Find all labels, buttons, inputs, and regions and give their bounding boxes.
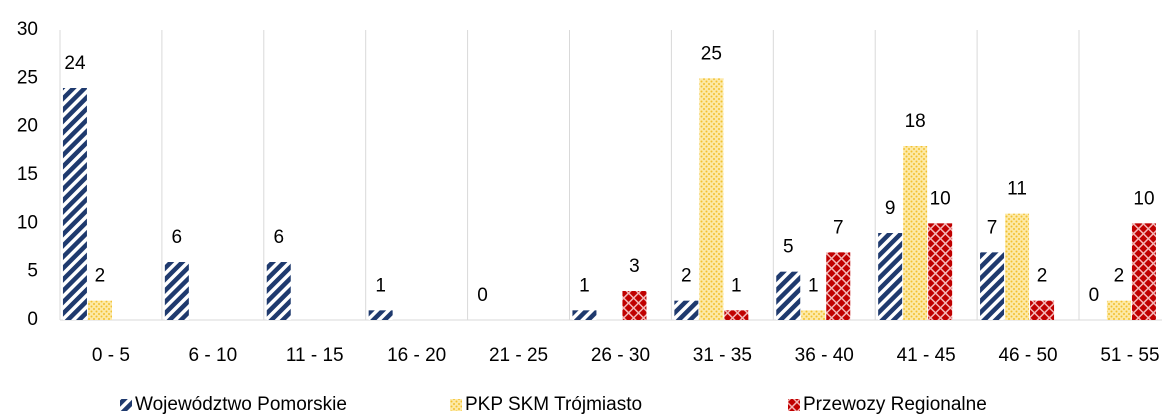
bar <box>164 262 189 320</box>
bar <box>622 291 647 320</box>
x-tick-label: 46 - 50 <box>998 345 1057 366</box>
y-tick-label: 30 <box>17 19 38 40</box>
x-tick-label: 51 - 55 <box>1100 345 1159 366</box>
legend-marker <box>788 399 800 411</box>
legend-label: Przewozy Regionalne <box>803 394 987 415</box>
x-tick-label: 31 - 35 <box>693 345 752 366</box>
data-label: 2 <box>1114 266 1125 287</box>
bar <box>980 252 1005 320</box>
data-label: 25 <box>701 43 722 64</box>
data-label: 7 <box>833 217 844 238</box>
data-label: 10 <box>930 188 951 209</box>
bar <box>62 88 87 320</box>
x-tick-label: 16 - 20 <box>387 345 446 366</box>
x-tick-label: 41 - 45 <box>897 345 956 366</box>
y-tick-label: 15 <box>17 164 38 185</box>
bar <box>1106 300 1131 320</box>
x-tick-label: 6 - 10 <box>189 345 238 366</box>
bar <box>878 233 903 320</box>
bar <box>699 78 724 320</box>
x-tick-label: 36 - 40 <box>795 345 854 366</box>
data-label: 3 <box>629 256 640 277</box>
legend-label: PKP SKM Trójmiasto <box>465 394 642 415</box>
y-tick-label: 10 <box>17 212 38 233</box>
data-label: 2 <box>1037 266 1048 287</box>
data-label: 24 <box>64 53 86 74</box>
legend-marker <box>450 399 462 411</box>
bar <box>928 223 953 320</box>
data-label: 1 <box>808 275 819 296</box>
bar <box>776 271 801 320</box>
legend-marker <box>120 399 132 411</box>
bar <box>674 300 699 320</box>
data-label: 2 <box>681 266 692 287</box>
bar <box>1131 223 1156 320</box>
data-label: 10 <box>1133 188 1154 209</box>
y-tick-label: 0 <box>27 309 38 330</box>
data-label: 9 <box>885 198 896 219</box>
data-label: 1 <box>579 275 590 296</box>
y-tick-label: 5 <box>27 261 38 282</box>
data-label: 18 <box>905 111 926 132</box>
x-tick-label: 11 - 15 <box>286 345 344 366</box>
x-tick-label: 0 - 5 <box>92 345 130 366</box>
bar <box>368 310 393 320</box>
bar <box>266 262 291 320</box>
bar <box>826 252 851 320</box>
data-label: 0 <box>477 285 488 306</box>
data-label: 7 <box>987 217 998 238</box>
legend-label: Województwo Pomorskie <box>135 394 347 415</box>
data-label: 5 <box>783 237 794 258</box>
bar <box>572 310 597 320</box>
bar <box>903 146 928 320</box>
bar <box>1030 300 1055 320</box>
bar <box>87 300 112 320</box>
data-label: 2 <box>95 266 106 287</box>
data-label: 6 <box>172 227 183 248</box>
bar <box>1005 213 1030 320</box>
y-tick-label: 25 <box>17 67 38 88</box>
data-label: 6 <box>273 227 284 248</box>
x-tick-label: 26 - 30 <box>591 345 650 366</box>
data-label: 1 <box>731 275 742 296</box>
data-label: 0 <box>1089 285 1100 306</box>
data-label: 1 <box>375 275 386 296</box>
y-tick-label: 20 <box>17 116 38 137</box>
x-tick-label: 21 - 25 <box>489 345 548 366</box>
data-label: 11 <box>1007 179 1027 200</box>
bar <box>801 310 826 320</box>
bar <box>724 310 749 320</box>
